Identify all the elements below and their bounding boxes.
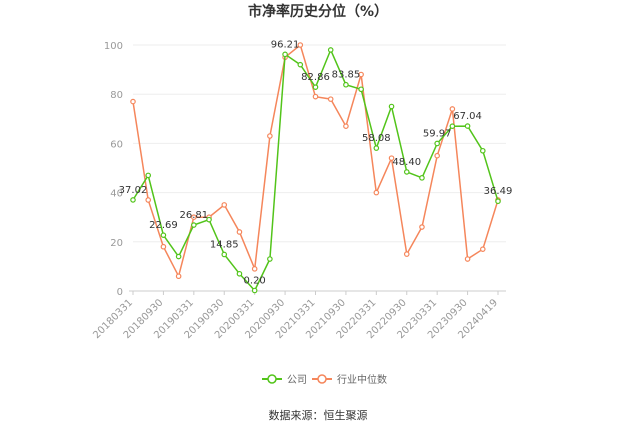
data-point-1 <box>327 96 334 102</box>
data-point-0 <box>327 47 334 53</box>
data-point-1 <box>175 273 182 280</box>
data-label: 26.81 <box>180 210 209 221</box>
data-point-0 <box>343 81 349 88</box>
data-label: 96.21 <box>271 39 300 50</box>
legend-item-company[interactable]: 公司 <box>262 374 307 386</box>
data-point-1 <box>221 202 228 208</box>
data-point-0 <box>175 253 182 260</box>
data-point-0 <box>130 197 136 203</box>
data-label: 14.85 <box>210 239 239 250</box>
data-point-0 <box>434 140 440 147</box>
y-tick-label: 60 <box>110 139 123 150</box>
data-point-0 <box>251 287 258 294</box>
data-point-0 <box>479 147 486 154</box>
plot-area <box>130 42 501 294</box>
data-point-0 <box>191 222 197 228</box>
data-point-1 <box>479 246 486 252</box>
data-label: 36.49 <box>484 186 513 197</box>
data-point-0 <box>297 61 304 68</box>
data-point-0 <box>358 86 364 93</box>
data-point-1 <box>312 93 319 100</box>
data-point-0 <box>464 123 471 129</box>
chart-title: 市净率历史分位（%） <box>248 3 388 20</box>
data-label: 0.20 <box>244 276 266 287</box>
data-point-1 <box>251 266 258 272</box>
data-point-0 <box>495 198 501 205</box>
data-label: 48.40 <box>392 157 421 168</box>
data-point-0 <box>282 51 288 58</box>
data-point-1 <box>145 197 152 203</box>
data-point-1 <box>297 42 304 48</box>
source-note: 数据来源：恒生聚源 <box>269 408 368 422</box>
data-point-0 <box>160 232 167 238</box>
legend-marker-industry-median <box>317 374 327 384</box>
data-label: 67.04 <box>453 111 482 122</box>
legend-item-industry-median[interactable]: 行业中位数 <box>312 373 387 386</box>
data-point-0 <box>419 175 425 181</box>
legend-marker-company <box>267 374 277 384</box>
data-point-0 <box>206 216 212 223</box>
data-point-0 <box>236 270 243 277</box>
legend-label-company: 公司 <box>287 375 307 386</box>
data-label: 59.97 <box>423 128 452 139</box>
data-point-1 <box>160 243 167 250</box>
data-label: 37.02 <box>119 185 148 196</box>
data-point-0 <box>403 169 410 175</box>
data-point-1 <box>449 106 456 112</box>
data-point-1 <box>373 189 380 196</box>
data-point-1 <box>358 71 364 78</box>
data-point-0 <box>145 172 152 179</box>
legend: 公司 行业中位数 <box>262 373 387 386</box>
data-point-1 <box>267 133 273 139</box>
y-tick-label: 80 <box>110 90 123 101</box>
data-point-1 <box>464 256 471 262</box>
y-tick-label: 0 <box>117 287 123 298</box>
data-label: 82.86 <box>301 72 330 83</box>
data-point-1 <box>130 98 136 105</box>
data-point-0 <box>267 256 273 262</box>
data-point-0 <box>388 103 395 110</box>
gridlines <box>133 44 506 243</box>
data-point-1 <box>236 229 243 235</box>
data-point-1 <box>434 152 440 159</box>
data-point-1 <box>191 214 197 221</box>
data-point-1 <box>419 224 425 230</box>
data-point-0 <box>221 251 228 258</box>
data-point-0 <box>449 123 456 129</box>
legend-label-industry-median: 行业中位数 <box>337 373 387 386</box>
axes: 0204060801002018033120180930201903312019… <box>91 41 506 341</box>
y-tick-label: 20 <box>110 238 123 249</box>
data-point-1 <box>343 123 349 129</box>
data-point-1 <box>403 251 410 257</box>
data-point-1 <box>388 155 395 161</box>
data-label: 83.85 <box>332 70 361 81</box>
y-tick-label: 100 <box>104 41 123 52</box>
data-label: 58.08 <box>362 133 391 144</box>
y-tick-label: 40 <box>110 189 123 200</box>
data-label: 22.69 <box>149 220 178 231</box>
data-point-0 <box>312 84 319 90</box>
data-point-0 <box>373 145 380 151</box>
